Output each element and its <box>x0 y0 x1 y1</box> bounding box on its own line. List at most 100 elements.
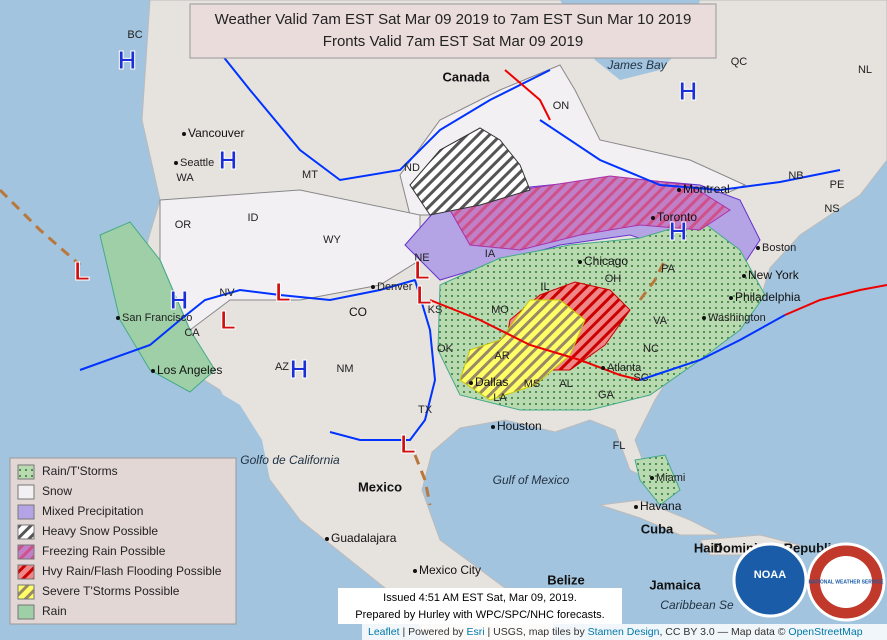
title-line: Fronts Valid 7am EST Sat Mar 09 2019 <box>323 33 583 50</box>
trough <box>638 259 667 301</box>
place-label: CO <box>349 305 367 319</box>
place-label: Washington <box>708 312 766 324</box>
issued-text: Prepared by Hurley with WPC/SPC/NHC fore… <box>355 609 604 621</box>
rain-west <box>99 221 216 393</box>
legend-label: Severe T'Storms Possible <box>42 584 180 598</box>
place-label: OK <box>437 343 454 355</box>
city-dot <box>634 505 638 509</box>
city-dot <box>729 296 733 300</box>
attribution-text: | Powered by <box>402 626 464 638</box>
place-label: NV <box>219 287 235 299</box>
city-dot <box>413 569 417 573</box>
place-label: Canada <box>443 69 491 84</box>
place-label: Jamaica <box>649 577 701 592</box>
pressure-center: L <box>414 255 430 285</box>
place-label: Haiti <box>694 540 722 555</box>
place-labels: BC Canada James Bay QC NL ON Vancouver Seattle W… <box>116 29 872 612</box>
baja <box>215 390 270 480</box>
place-label: Havana <box>640 499 682 513</box>
cold-front <box>209 39 551 182</box>
pressure-center: H <box>118 45 137 75</box>
place-label: CA <box>184 327 200 339</box>
pressure-center: H <box>170 285 189 315</box>
attribution: Leaflet | Powered by Esri | USGS, map ti… <box>368 626 863 638</box>
city-dot <box>151 369 155 373</box>
attribution-link[interactable]: Stamen Design <box>588 626 660 638</box>
place-label: Vancouver <box>188 126 244 140</box>
title-box <box>189 3 717 59</box>
city-dot <box>174 161 178 165</box>
place-label: Philadelphia <box>735 290 801 304</box>
pressure-center: H <box>219 145 238 175</box>
city-dot <box>650 476 654 480</box>
place-label: James Bay <box>606 58 667 72</box>
place-label: OR <box>175 219 192 231</box>
city-dot <box>371 285 375 289</box>
pressure-center: L <box>275 277 291 307</box>
place-label: AL <box>559 378 572 390</box>
pressure-center: H <box>290 354 309 384</box>
place-label: WA <box>176 172 194 184</box>
legend-label: Freezing Rain Possible <box>42 544 166 558</box>
warm-front <box>784 284 887 316</box>
legend-swatch <box>17 584 35 600</box>
noaa-logo <box>732 542 808 618</box>
attribution-link[interactable]: Esri <box>466 626 484 638</box>
place-label: MO <box>491 304 509 316</box>
attribution-text: , CC BY 3.0 <box>659 626 714 638</box>
title-line: Weather Valid 7am EST Sat Mar 09 2019 to… <box>215 11 692 28</box>
place-label: MS <box>524 378 541 390</box>
pressure-center: L <box>416 280 432 310</box>
legend-label: Hvy Rain/Flash Flooding Possible <box>42 564 222 578</box>
place-label: PE <box>830 179 845 191</box>
place-label: ID <box>248 212 259 224</box>
heavy-snow <box>409 127 531 216</box>
place-label: Gulf of Mexico <box>493 473 570 487</box>
nws-logo-inner <box>820 556 872 608</box>
warm-front <box>504 69 551 121</box>
place-label: Los Angeles <box>157 363 222 377</box>
cold-front <box>539 119 841 192</box>
place-label: NL <box>858 64 872 76</box>
place-label: Mexico City <box>419 563 481 577</box>
place-label: Houston <box>497 419 542 433</box>
place-label: NB <box>788 170 803 182</box>
place-label: MT <box>302 169 318 181</box>
city-dot <box>325 537 329 541</box>
place-label: Belize <box>547 572 585 587</box>
legend-swatch <box>17 504 35 520</box>
pressure-center: H <box>669 216 688 246</box>
place-label: Montreal <box>683 182 730 196</box>
place-label: LA <box>493 392 507 404</box>
place-label: Chicago <box>584 254 628 268</box>
legend-swatch <box>17 604 35 620</box>
city-dot <box>651 216 655 220</box>
warm-front <box>429 299 641 381</box>
place-label: TX <box>418 404 433 416</box>
issued-text: Issued 4:51 AM EST Sat, Mar 09, 2019. <box>383 592 577 604</box>
attribution-link[interactable]: OpenStreetMap <box>788 626 862 638</box>
place-label: WY <box>323 234 341 246</box>
place-label: AR <box>494 350 509 362</box>
legend-swatch <box>17 464 35 480</box>
place-label: BC <box>127 29 142 41</box>
place-label: GA <box>598 389 615 401</box>
city-dot <box>601 366 605 370</box>
cuba <box>599 499 721 536</box>
place-label: FL <box>613 440 626 452</box>
place-label: IA <box>485 248 496 260</box>
city-dot <box>469 381 473 385</box>
place-label: NE <box>414 252 429 264</box>
place-label: IL <box>540 281 549 293</box>
issued-box <box>338 588 622 624</box>
legend-swatch <box>17 544 35 560</box>
place-label: VA <box>653 315 668 327</box>
trough <box>0 188 81 267</box>
attribution-text: — Map data © <box>718 626 786 638</box>
city-dot <box>491 425 495 429</box>
attribution-link[interactable]: Leaflet <box>368 626 400 638</box>
city-dot <box>702 316 706 320</box>
place-label: Guadalajara <box>331 531 397 545</box>
